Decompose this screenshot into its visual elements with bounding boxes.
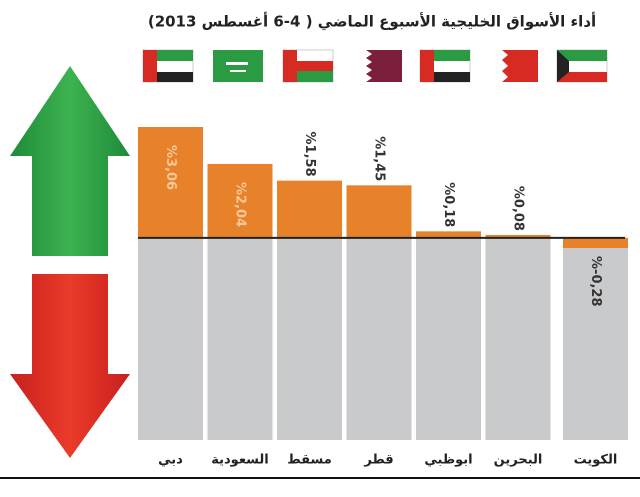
flag-saudi: [213, 50, 263, 82]
down-arrow: [10, 274, 130, 458]
value-label: %1,58: [302, 132, 317, 177]
plot: %3,06 دبي %2,04 السعودية %1,58 مسقط %1,45 قطر %0…: [138, 127, 628, 468]
column-background: [277, 237, 342, 440]
value-label: %2,04: [233, 182, 248, 227]
bar: [346, 185, 412, 238]
value-label: %3,06: [163, 145, 178, 190]
x-tick-label: السعودية: [211, 453, 269, 468]
flag-kuwait: [556, 49, 608, 83]
bar: [277, 180, 342, 238]
x-tick-label: البحرين: [494, 453, 543, 468]
value-label: %0,08: [511, 186, 526, 231]
flags: [142, 49, 608, 83]
up-arrow: [10, 66, 130, 256]
flag-oman: [282, 49, 334, 83]
flag-uae-2: [419, 49, 471, 83]
x-tick-label: قطر: [363, 453, 393, 468]
flag-uae: [142, 49, 194, 83]
x-tick-label: مسقط: [287, 453, 332, 468]
column-background: [138, 237, 203, 440]
bar: [416, 231, 481, 238]
column-background: [346, 237, 412, 440]
column-background: [416, 237, 481, 440]
column-background: [563, 237, 628, 440]
value-label: %-0,28: [588, 256, 603, 307]
value-label: %1,45: [372, 136, 387, 181]
bar: [138, 127, 203, 238]
x-tick-label: ابوظبي: [424, 453, 472, 468]
chart-title: أداء الأسواق الخليجية الأسبوع الماضي ( 4…: [148, 12, 596, 31]
x-tick-label: دبي: [158, 453, 183, 468]
bar: [563, 237, 628, 249]
x-tick-label: الكويت: [574, 453, 618, 468]
value-label: %0,18: [441, 182, 456, 227]
bar: [485, 234, 551, 238]
column-background: [485, 237, 551, 440]
column-background: [207, 237, 273, 440]
flag-qatar: [352, 50, 402, 82]
bar: [207, 163, 273, 238]
flag-bahrain: [488, 50, 538, 82]
